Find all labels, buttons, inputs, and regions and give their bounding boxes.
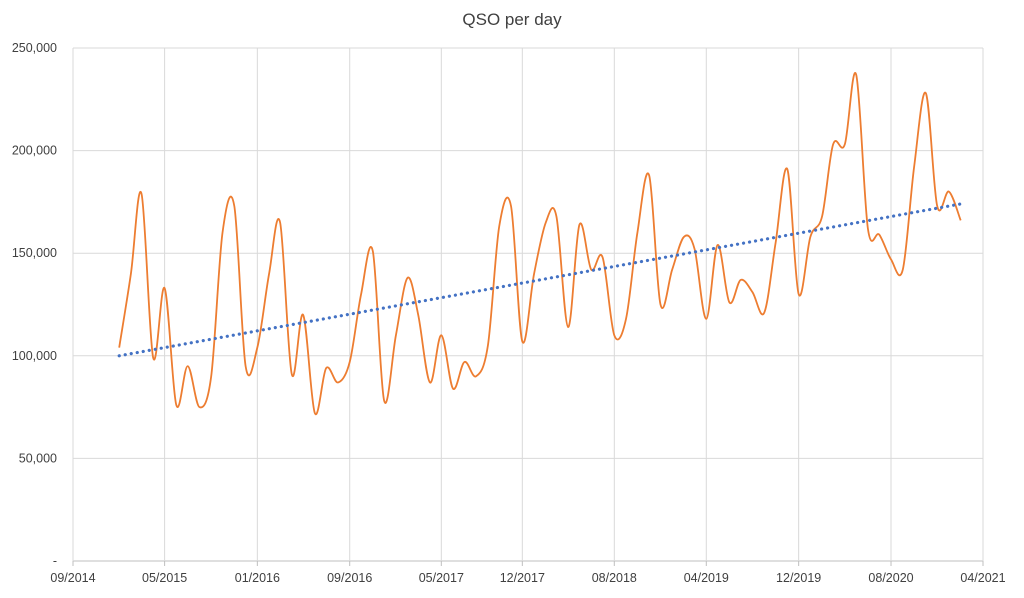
data-point: [705, 318, 707, 320]
data-point: [555, 215, 557, 217]
data-point: [175, 404, 177, 406]
data-point: [417, 314, 419, 316]
data-point: [152, 357, 154, 359]
data-point: [913, 166, 915, 168]
trendline: [117, 202, 963, 358]
x-tick-label: 12/2017: [500, 571, 545, 585]
data-point: [716, 244, 718, 246]
data-point: [763, 312, 765, 314]
gridlines: [72, 47, 984, 562]
x-tick-label: 08/2018: [592, 571, 637, 585]
x-tick-label: 05/2017: [419, 571, 464, 585]
data-point: [406, 277, 408, 279]
data-point: [809, 236, 811, 238]
data-point: [890, 258, 892, 260]
x-tick-label: 01/2016: [235, 571, 280, 585]
data-point: [337, 381, 339, 383]
data-point: [693, 248, 695, 250]
x-tick-label: 12/2019: [776, 571, 821, 585]
data-point: [740, 279, 742, 281]
data-point: [521, 340, 523, 342]
data-point: [221, 231, 223, 233]
data-point: [349, 361, 351, 363]
data-point: [395, 334, 397, 336]
data-point: [279, 221, 281, 223]
data-point: [902, 268, 904, 270]
data-point: [855, 73, 857, 75]
x-tick-label: 09/2014: [50, 571, 95, 585]
data-point: [659, 303, 661, 305]
y-tick-label: 250,000: [12, 41, 57, 55]
data-point: [959, 219, 961, 221]
data-point: [244, 365, 246, 367]
data-point: [728, 301, 730, 303]
x-tick-label: 08/2020: [868, 571, 913, 585]
data-point: [452, 387, 454, 389]
data-point: [314, 412, 316, 414]
data-point: [774, 242, 776, 244]
data-point: [844, 143, 846, 145]
data-point: [256, 346, 258, 348]
data-point: [325, 367, 327, 369]
data-point: [198, 406, 200, 408]
data-point: [625, 318, 627, 320]
data-point: [440, 334, 442, 336]
data-point: [291, 373, 293, 375]
data-point: [832, 143, 834, 145]
data-point: [302, 314, 304, 316]
x-tick-label: 04/2019: [684, 571, 729, 585]
data-point: [233, 205, 235, 207]
data-point: [786, 168, 788, 170]
data-point: [118, 346, 120, 348]
data-point: [683, 236, 685, 238]
data-point: [429, 381, 431, 383]
data-point: [648, 174, 650, 176]
data-point: [130, 273, 132, 275]
data-point: [936, 205, 938, 207]
data-point: [140, 192, 142, 194]
y-tick-label: -: [53, 554, 57, 568]
data-point: [636, 231, 638, 233]
data-point: [163, 287, 165, 289]
data-point: [475, 375, 477, 377]
data-point: [925, 92, 927, 94]
data-point: [186, 365, 188, 367]
data-point: [867, 227, 869, 229]
data-point: [360, 293, 362, 295]
data-point: [498, 225, 500, 227]
data-point: [268, 273, 270, 275]
data-point: [463, 361, 465, 363]
y-tick-label: 50,000: [19, 451, 57, 465]
data-point: [487, 344, 489, 346]
data-point: [601, 256, 603, 258]
data-point: [613, 334, 615, 336]
series: [117, 72, 963, 416]
data-point: [372, 250, 374, 252]
data-point: [533, 273, 535, 275]
y-tick-label: 150,000: [12, 246, 57, 260]
data-point: [510, 205, 512, 207]
data-point: [671, 268, 673, 270]
data-point: [567, 326, 569, 328]
axes: - 50,000 100,000 150,000 200,000 250,000 09/20…: [12, 41, 1006, 585]
data-point: [383, 400, 385, 402]
data-point: [797, 293, 799, 295]
x-tick-label: 09/2016: [327, 571, 372, 585]
x-tick-label: 05/2015: [142, 571, 187, 585]
series-line: [118, 72, 962, 416]
y-tick-label: 100,000: [12, 349, 57, 363]
data-point: [545, 221, 547, 223]
data-point: [210, 375, 212, 377]
data-point: [821, 215, 823, 217]
x-tick-label: 04/2021: [960, 571, 1005, 585]
data-point: [578, 223, 580, 225]
y-tick-label: 200,000: [12, 144, 57, 158]
data-point: [751, 291, 753, 293]
data-point: [878, 234, 880, 236]
data-point: [948, 190, 950, 192]
chart-title: QSO per day: [462, 10, 562, 29]
